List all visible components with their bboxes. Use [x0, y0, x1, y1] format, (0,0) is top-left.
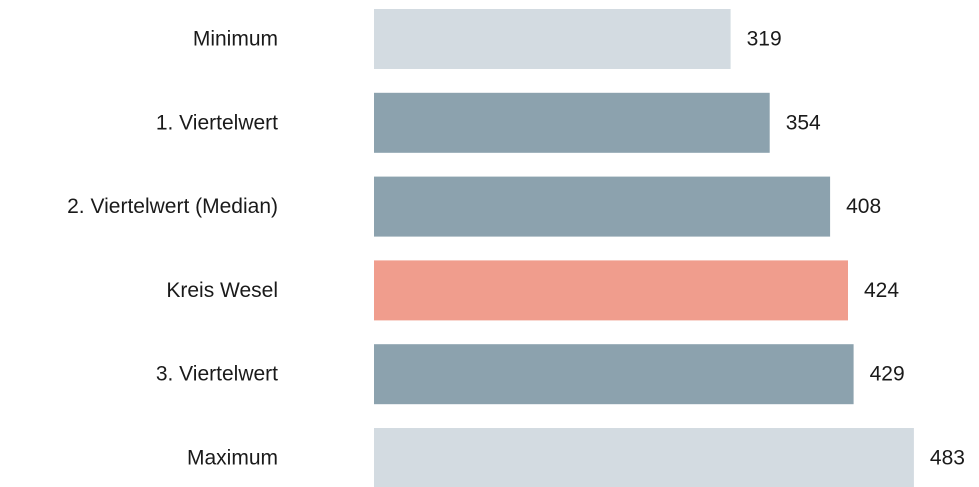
- bar-3-viertelwert: [374, 344, 854, 405]
- category-labels: Minimum 1. Viertelwert 2. Viertelwert (Med…: [67, 28, 278, 470]
- value-labels: 319 354 408 424 429 483: [747, 28, 965, 470]
- bar-2-viertelwert-median: [374, 176, 831, 237]
- category-label-kreis-wesel: Kreis Wesel: [166, 279, 278, 302]
- value-label-maximum: 483: [930, 447, 965, 470]
- value-label-1-viertelwert: 354: [786, 111, 821, 134]
- value-label-kreis-wesel: 424: [864, 279, 899, 302]
- bar-minimum: [374, 9, 731, 69]
- value-label-minimum: 319: [747, 28, 782, 51]
- bars-layer: [374, 9, 914, 487]
- category-label-1-viertelwert: 1. Viertelwert: [156, 111, 278, 134]
- value-label-2-viertelwert-median: 408: [846, 195, 881, 218]
- category-label-minimum: Minimum: [193, 28, 278, 51]
- category-label-3-viertelwert: 3. Viertelwert: [156, 363, 278, 386]
- bar-1-viertelwert: [374, 92, 770, 153]
- bar-kreis-wesel: [374, 260, 848, 321]
- category-label-2-viertelwert-median: 2. Viertelwert (Median): [67, 195, 278, 218]
- bar-maximum: [374, 428, 914, 487]
- category-label-maximum: Maximum: [187, 447, 278, 470]
- value-label-3-viertelwert: 429: [870, 363, 905, 386]
